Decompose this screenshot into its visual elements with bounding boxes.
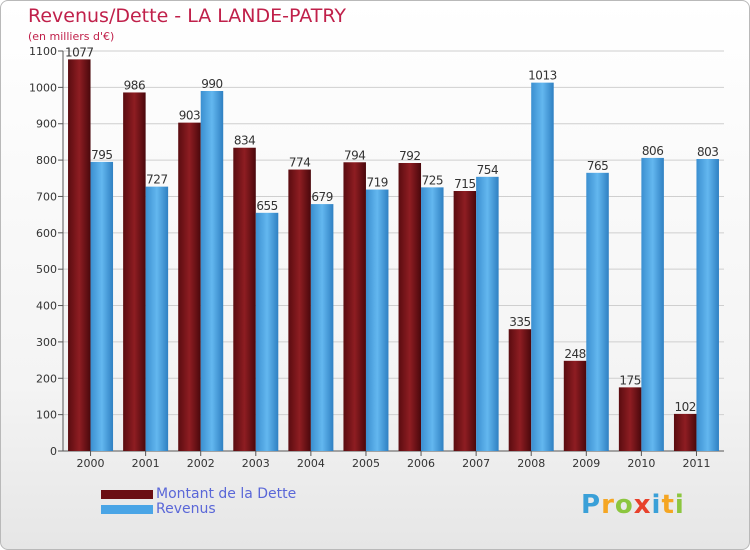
bar-debt xyxy=(178,122,201,452)
x-tick-label: 2008 xyxy=(517,457,545,470)
bar-debt xyxy=(453,191,477,451)
bar-debt xyxy=(563,360,587,451)
bar-revenue xyxy=(310,204,334,451)
logo-letter: o xyxy=(614,490,634,520)
data-label-revenue: 655 xyxy=(256,199,277,213)
data-label-debt: 986 xyxy=(124,78,145,92)
logo-letter: i xyxy=(651,490,662,520)
data-label-revenue: 679 xyxy=(311,190,332,204)
x-tick-label: 2005 xyxy=(352,457,380,470)
data-label-revenue: 727 xyxy=(146,173,167,187)
data-label-revenue: 754 xyxy=(477,163,498,177)
bar-revenue xyxy=(200,91,224,451)
data-label-debt: 794 xyxy=(344,148,365,162)
logo-letter: r xyxy=(601,490,615,520)
y-tick-label: 1000 xyxy=(29,81,57,94)
data-label-revenue: 795 xyxy=(91,148,112,162)
bar-debt xyxy=(398,163,422,451)
data-label-debt: 792 xyxy=(399,149,420,163)
data-label-revenue: 990 xyxy=(201,77,222,91)
y-tick-label: 100 xyxy=(36,409,57,422)
grid-lines xyxy=(63,50,724,452)
data-label-debt: 175 xyxy=(619,373,640,387)
data-label-revenue: 803 xyxy=(697,145,718,159)
data-label-revenue: 765 xyxy=(587,159,608,173)
y-tick-label: 300 xyxy=(36,336,57,349)
bars xyxy=(68,59,719,452)
data-label-debt: 774 xyxy=(289,156,310,170)
proxiti-logo: Proxiti xyxy=(581,490,685,520)
logo-letter: t xyxy=(661,490,675,520)
y-tick-label: 700 xyxy=(36,190,57,203)
bar-debt xyxy=(233,147,256,451)
x-tick-label: 2007 xyxy=(462,457,490,470)
logo-letter: i xyxy=(674,490,685,520)
y-tick-label: 900 xyxy=(36,118,57,131)
bar-debt xyxy=(508,329,532,451)
legend-swatch-debt xyxy=(101,490,153,499)
data-label-revenue: 719 xyxy=(367,176,388,190)
bar-debt xyxy=(288,169,311,451)
bar-revenue xyxy=(255,212,279,451)
data-label-debt: 335 xyxy=(509,315,530,329)
x-tick-label: 2004 xyxy=(297,457,325,470)
bar-debt xyxy=(123,92,146,452)
x-tick-label: 2000 xyxy=(77,457,105,470)
data-label-debt: 834 xyxy=(234,134,255,148)
bar-debt xyxy=(68,59,91,451)
bar-revenue xyxy=(90,161,114,451)
data-label-revenue: 725 xyxy=(422,173,443,187)
logo-letter: P xyxy=(581,490,602,520)
bar-revenue xyxy=(586,172,609,451)
bar-revenue xyxy=(696,159,719,451)
data-label-debt: 248 xyxy=(564,347,585,361)
y-tick-label: 200 xyxy=(36,372,57,385)
bar-revenue xyxy=(476,176,499,451)
bar-debt xyxy=(618,387,642,451)
data-label-debt: 715 xyxy=(454,177,475,191)
data-label-revenue: 806 xyxy=(642,144,663,158)
data-label-debt: 1077 xyxy=(65,45,94,59)
legend-swatch-revenue xyxy=(101,505,153,514)
x-tick-label: 2011 xyxy=(682,457,710,470)
data-label-revenue: 1013 xyxy=(528,69,557,83)
bar-revenue xyxy=(421,187,444,451)
bar-debt xyxy=(343,162,366,452)
x-tick-label: 2002 xyxy=(187,457,215,470)
axes: 0 100 200 300 400 500 600 700 800 900 1000 1100 2000… xyxy=(29,45,724,470)
x-tick-label: 2009 xyxy=(572,457,600,470)
chart-title: Revenus/Dette - LA LANDE-PATRY xyxy=(28,5,346,27)
bar-revenue xyxy=(531,82,554,452)
chart-subtitle: (en milliers d'€) xyxy=(28,30,115,43)
x-tick-label: 2006 xyxy=(407,457,435,470)
y-tick-label: 600 xyxy=(36,227,57,240)
logo-letter: x xyxy=(633,490,652,520)
y-tick-label: 500 xyxy=(36,263,57,276)
bar-debt xyxy=(673,413,697,451)
y-tick-label: 800 xyxy=(36,154,57,167)
x-tick-label: 2003 xyxy=(242,457,270,470)
data-label-debt: 102 xyxy=(675,400,696,414)
x-tick-label: 2010 xyxy=(627,457,655,470)
bar-revenue xyxy=(145,186,169,452)
bar-revenue xyxy=(365,189,389,451)
bar-revenue xyxy=(641,157,664,451)
legend-label-revenue: Revenus xyxy=(156,501,216,517)
legend-label-debt: Montant de la Dette xyxy=(156,486,297,502)
y-tick-label: 1100 xyxy=(29,45,57,58)
y-tick-label: 400 xyxy=(36,300,57,313)
y-tick-label: 0 xyxy=(50,445,57,458)
data-label-debt: 903 xyxy=(179,109,200,123)
x-tick-label: 2001 xyxy=(132,457,160,470)
